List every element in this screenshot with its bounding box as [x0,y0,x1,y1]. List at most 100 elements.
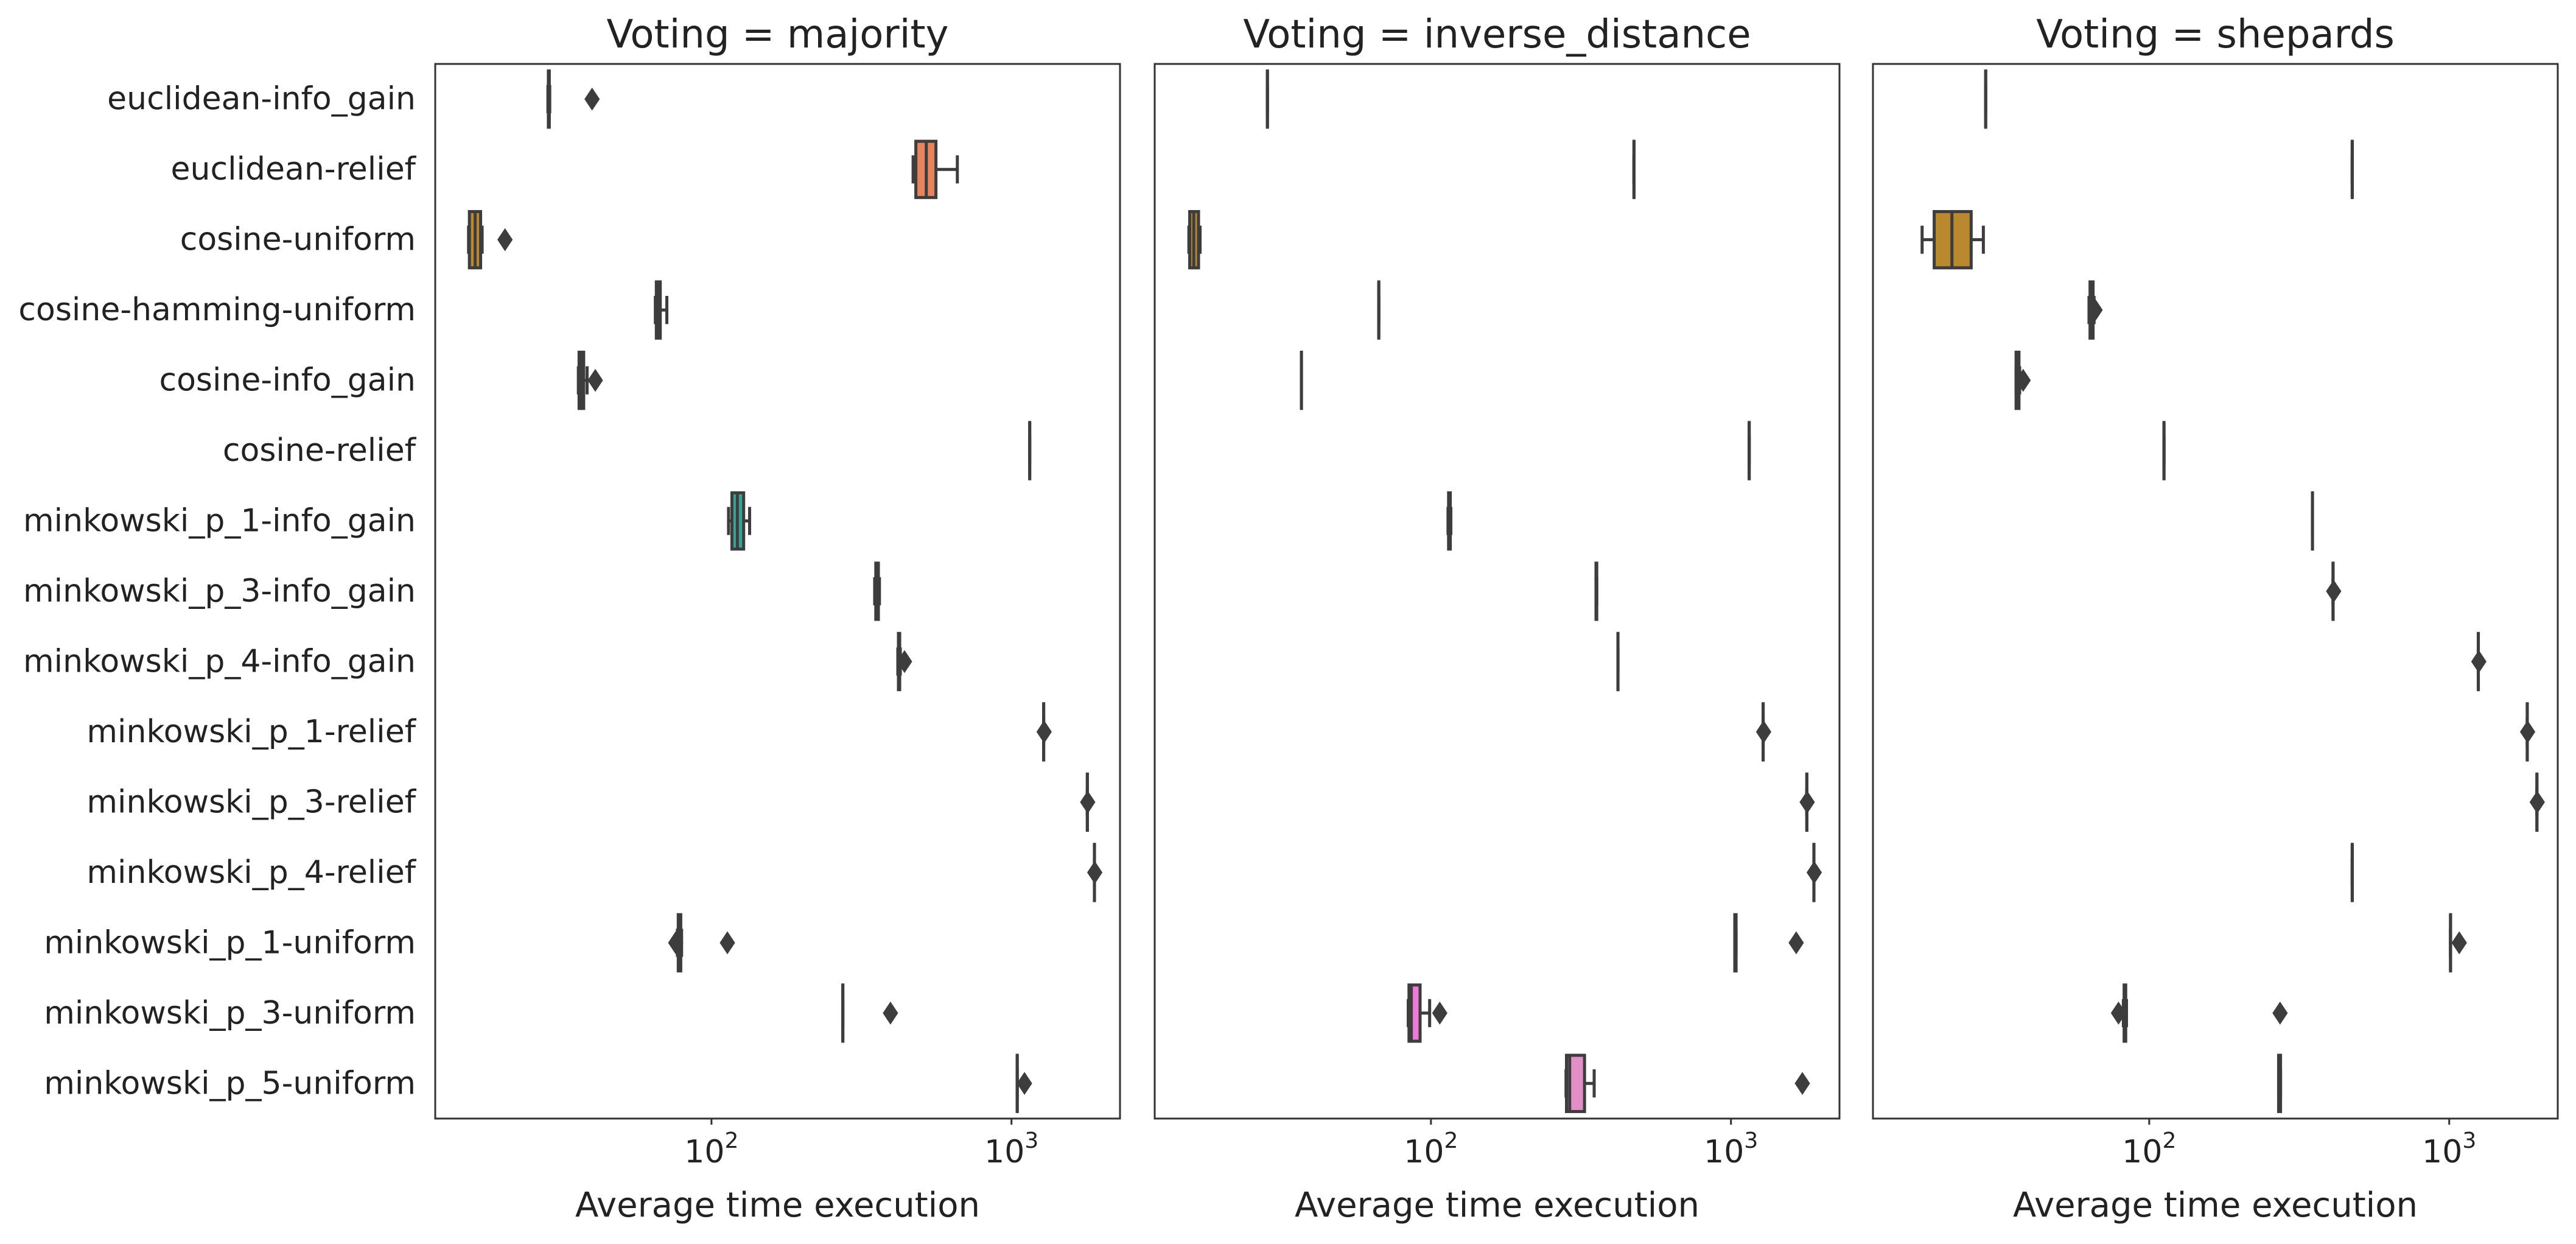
box-minkowski_p_3-uniform [1407,983,1447,1043]
box-minkowski_p_1-uniform [2449,913,2467,973]
box-minkowski_p_4-info_gain [2471,631,2487,692]
outlier-point [2519,720,2536,743]
box-minkowski_p_3-relief [1080,772,1096,832]
panel-title: Voting = shepards [2036,12,2395,57]
box-minkowski_p_1-info_gain [727,491,751,551]
x-tick-base: 10 [984,1134,1024,1170]
box-minkowski_p_1-uniform [668,913,735,973]
outlier-point [2326,580,2342,603]
category-label: minkowski_p_1-relief [86,714,416,750]
box-minkowski_p_3-uniform [2110,983,2288,1043]
outlier-point [1080,790,1096,814]
box-minkowski_p_3-uniform [841,983,898,1043]
category-label: minkowski_p_3-relief [86,784,416,820]
panel-frame [434,63,1121,1120]
outlier-point [1755,720,1771,743]
x-tick-label: 103 [2422,1128,2476,1170]
box-minkowski_p_3-info_gain [873,561,881,621]
category-label: cosine-hamming-uniform [18,292,416,328]
outlier-point [2529,790,2545,814]
x-tick-exponent: 3 [1024,1128,1038,1153]
outlier-point [719,931,735,955]
panel-frame [1153,63,1841,1120]
box-minkowski_p_1-relief [1036,702,1052,762]
outlier-point [2471,650,2487,673]
outlier-point [2110,1001,2126,1025]
x-axis-label: Average time execution [575,1186,980,1225]
category-label: cosine-uniform [180,222,416,258]
category-label: minkowski_p_4-info_gain [23,643,416,680]
x-tick-label: 102 [1404,1128,1458,1170]
outlier-point [1788,931,1804,955]
x-tick-base: 10 [684,1134,724,1170]
box-cosine-uniform [1920,209,1985,270]
outlier-point [2272,1001,2288,1025]
box-minkowski_p_1-info_gain [1446,491,1453,551]
x-tick-exponent: 3 [1744,1128,1758,1153]
x-axis-label: Average time execution [2013,1186,2418,1225]
box-minkowski_p_5-uniform [2277,1053,2283,1113]
category-label: minkowski_p_3-info_gain [23,573,416,610]
box-minkowski_p_5-uniform [1015,1053,1032,1113]
box-minkowski_p_3-info_gain [1594,561,1598,621]
box-minkowski_p_1-uniform [1733,913,1804,973]
box-minkowski_p_4-info_gain [896,631,912,692]
outlier-point [1432,1001,1447,1025]
box-minkowski_p_1-relief [2519,702,2536,762]
outlier-point [1036,720,1052,743]
outlier-point [2015,368,2031,392]
x-tick-label: 102 [2122,1128,2176,1170]
panel-title: Voting = majority [607,12,949,57]
panel-title: Voting = inverse_distance [1243,12,1751,57]
x-tick-exponent: 2 [2162,1128,2176,1153]
x-tick-exponent: 2 [724,1128,738,1153]
outlier-point [1794,1072,1810,1095]
x-tick-base: 10 [2122,1134,2162,1170]
outlier-point [587,368,603,392]
outlier-point [1017,1072,1032,1095]
panel-frame [1872,63,2559,1120]
box-minkowski_p_3-relief [1799,772,1815,832]
box-minkowski_p_4-relief [1087,843,1103,902]
x-tick-exponent: 2 [1444,1128,1458,1153]
category-label: minkowski_p_1-info_gain [23,503,416,539]
outlier-point [897,650,912,673]
panel-1: Voting = inverse_distance 102 10 3 Average t… [1153,12,1841,1225]
x-tick-base: 10 [1404,1134,1444,1170]
box-minkowski_p_3-info_gain [2326,561,2342,621]
box-cosine-info_gain [576,350,603,410]
box-cosine-hamming-uniform [654,280,669,340]
x-tick-label: 103 [984,1128,1038,1170]
category-label: euclidean-info_gain [107,81,416,118]
category-label: cosine-info_gain [159,362,416,399]
category-label: euclidean-relief [171,151,417,188]
box-cosine-info_gain [2014,350,2031,410]
outlier-point [668,931,684,955]
outlier-point [1806,860,1822,884]
x-tick-exponent: 3 [2462,1128,2476,1153]
outlier-point [883,1001,898,1025]
box-cosine-hamming-uniform [2087,280,2103,340]
category-label: minkowski_p_1-uniform [44,924,416,961]
category-label: minkowski_p_5-uniform [44,1065,416,1102]
outlier-point [1087,860,1103,884]
box-minkowski_p_1-relief [1755,702,1771,762]
outlier-point [2087,298,2103,322]
box-minkowski_p_5-uniform [1564,1053,1810,1113]
x-tick-base: 10 [2422,1134,2462,1170]
x-tick-label: 102 [684,1128,738,1170]
category-label: minkowski_p_4-relief [86,854,416,891]
box-euclidean-relief [911,139,959,199]
box-cosine-uniform [1187,209,1202,270]
category-label: minkowski_p_3-uniform [44,995,416,1031]
x-axis-label: Average time execution [1295,1186,1699,1225]
box-euclidean-info_gain [546,69,600,129]
outlier-point [1799,790,1815,814]
box-cosine-uniform [467,209,513,270]
box-minkowski_p_3-relief [2529,772,2545,832]
category-label: cosine-relief [223,432,417,469]
outlier-point [584,87,600,111]
